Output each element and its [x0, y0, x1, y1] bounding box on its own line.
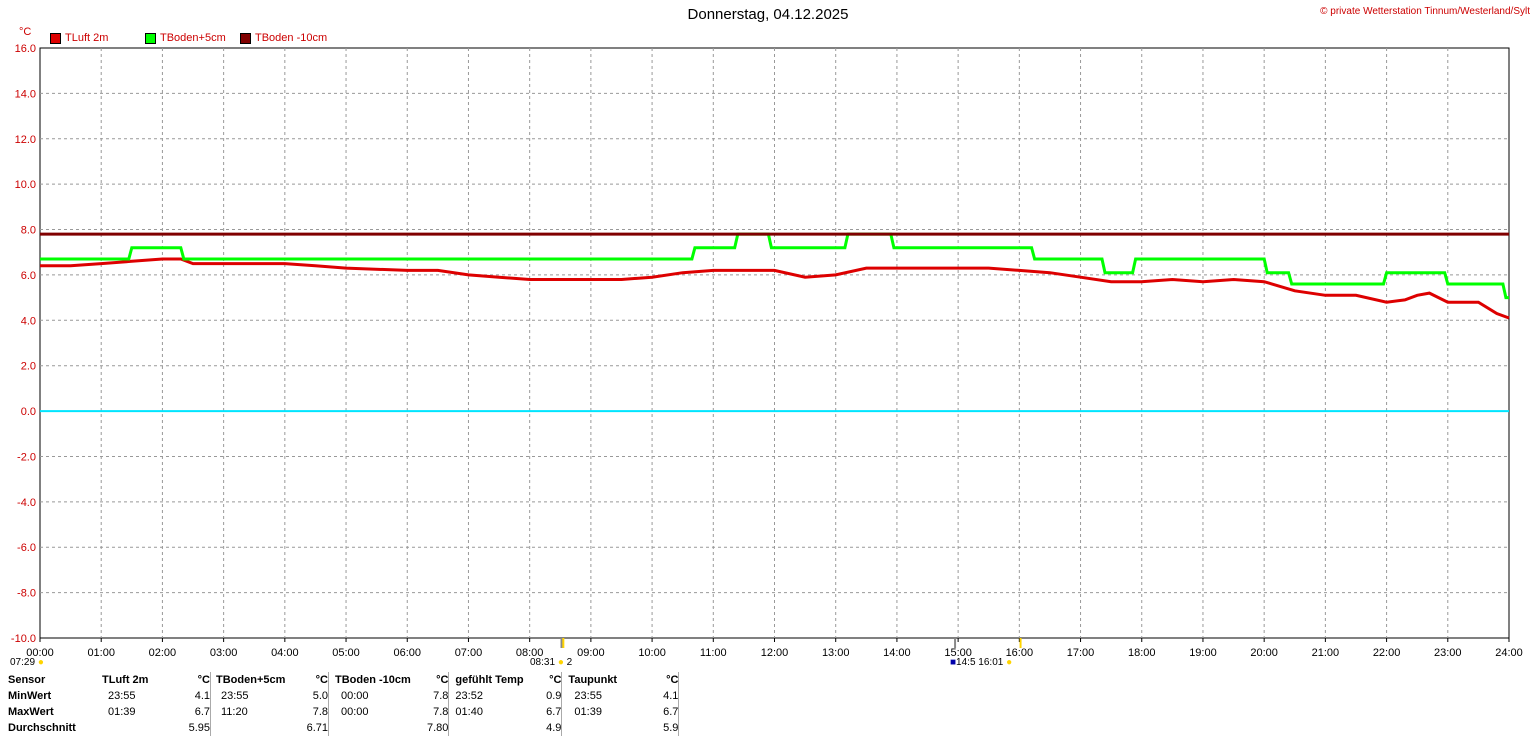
y-tick-label: 6.0	[21, 270, 36, 282]
page-title: Donnerstag, 04.12.2025	[687, 6, 849, 23]
x-tick-label: 21:00	[1312, 647, 1340, 659]
copyright-text: © private Wetterstation Tinnum/Westerlan…	[1320, 6, 1530, 17]
x-tick-label: 17:00	[1067, 647, 1095, 659]
y-tick-label: 12.0	[15, 134, 36, 146]
x-tick-label: 04:00	[271, 647, 299, 659]
x-tick-label: 01:00	[87, 647, 115, 659]
temperature-chart: 16.0 14.0 12.0 10.0 8.0 6.0 4.0 2.0 0.0 -2.0 -4.0 -…	[11, 43, 1523, 659]
y-tick-label: -4.0	[17, 497, 36, 509]
legend-swatch	[240, 32, 251, 44]
y-tick-label: 4.0	[21, 315, 36, 327]
x-tick-label: 23:00	[1434, 647, 1462, 659]
x-tick-label: 11:00	[700, 647, 727, 659]
y-tick-label: 8.0	[21, 225, 36, 237]
stats-row-min: MinWert 23:55 4.1 23:55 5.0 00:00 7.8 23…	[0, 688, 684, 704]
series-line-1	[40, 232, 1509, 300]
legend-label: TLuft 2m	[65, 32, 109, 44]
x-tick-label: 15:00	[944, 647, 972, 659]
x-tick-label: 12:00	[761, 647, 789, 659]
x-tick-label: 24:00	[1495, 647, 1523, 659]
x-tick-label: 19:00	[1189, 647, 1217, 659]
legend-item-tboden-5: TBoden+5cm	[145, 32, 226, 44]
y-tick-label: 14.0	[15, 88, 36, 100]
sunrise-time: 07:29 ●	[10, 657, 44, 668]
x-tick-label: 20:00	[1250, 647, 1278, 659]
y-tick-label: -2.0	[17, 451, 36, 463]
x-tick-label: 14:00	[883, 647, 911, 659]
y-tick-label: 10.0	[15, 179, 36, 191]
legend-label: TBoden -10cm	[255, 32, 328, 44]
legend-item-tluft: TLuft 2m	[50, 32, 108, 44]
x-tick-label: 16:00	[1006, 647, 1034, 659]
x-tick-label: 07:00	[455, 647, 483, 659]
x-tick-label: 18:00	[1128, 647, 1156, 659]
x-tick-label: 03:00	[210, 647, 238, 659]
stats-header-row: Sensor TLuft 2m °C TBoden+5cm °C TBoden …	[0, 672, 684, 688]
x-tick-label: 00:00	[26, 647, 54, 659]
y-tick-label: -8.0	[17, 588, 36, 600]
x-tick-label: 06:00	[393, 647, 421, 659]
legend-swatch	[145, 32, 156, 44]
y-tick-label: 0.0	[21, 406, 36, 418]
y-tick-label: -6.0	[17, 542, 36, 554]
stats-row-avg: Durchschnitt 5.95 6.71 7.80 4.9 5.9	[0, 720, 684, 736]
x-tick-label: 08:00	[516, 647, 544, 659]
legend-swatch	[50, 32, 61, 44]
x-tick-label: 02:00	[149, 647, 177, 659]
sunset-time: ■14:5 16:01 ●	[950, 657, 1013, 668]
x-tick-label: 13:00	[822, 647, 850, 659]
series-line-0	[40, 257, 1510, 320]
y-unit-label: °C	[19, 26, 32, 38]
sun-mid-time: 08:31 ● 2	[530, 657, 573, 668]
x-tick-label: 05:00	[332, 647, 360, 659]
legend-item-tboden-10: TBoden -10cm	[240, 32, 327, 44]
y-tick-label: 2.0	[21, 361, 36, 373]
stats-table: Sensor TLuft 2m °C TBoden+5cm °C TBoden …	[0, 672, 1536, 743]
x-tick-label: 09:00	[577, 647, 605, 659]
x-tick-label: 10:00	[638, 647, 666, 659]
legend-label: TBoden+5cm	[160, 32, 226, 44]
stats-row-max: MaxWert 01:39 6.7 11:20 7.8 00:00 7.8 01…	[0, 704, 684, 720]
y-tick-label: 16.0	[15, 43, 36, 55]
y-tick-label: -10.0	[11, 633, 36, 645]
x-tick-label: 22:00	[1373, 647, 1401, 659]
